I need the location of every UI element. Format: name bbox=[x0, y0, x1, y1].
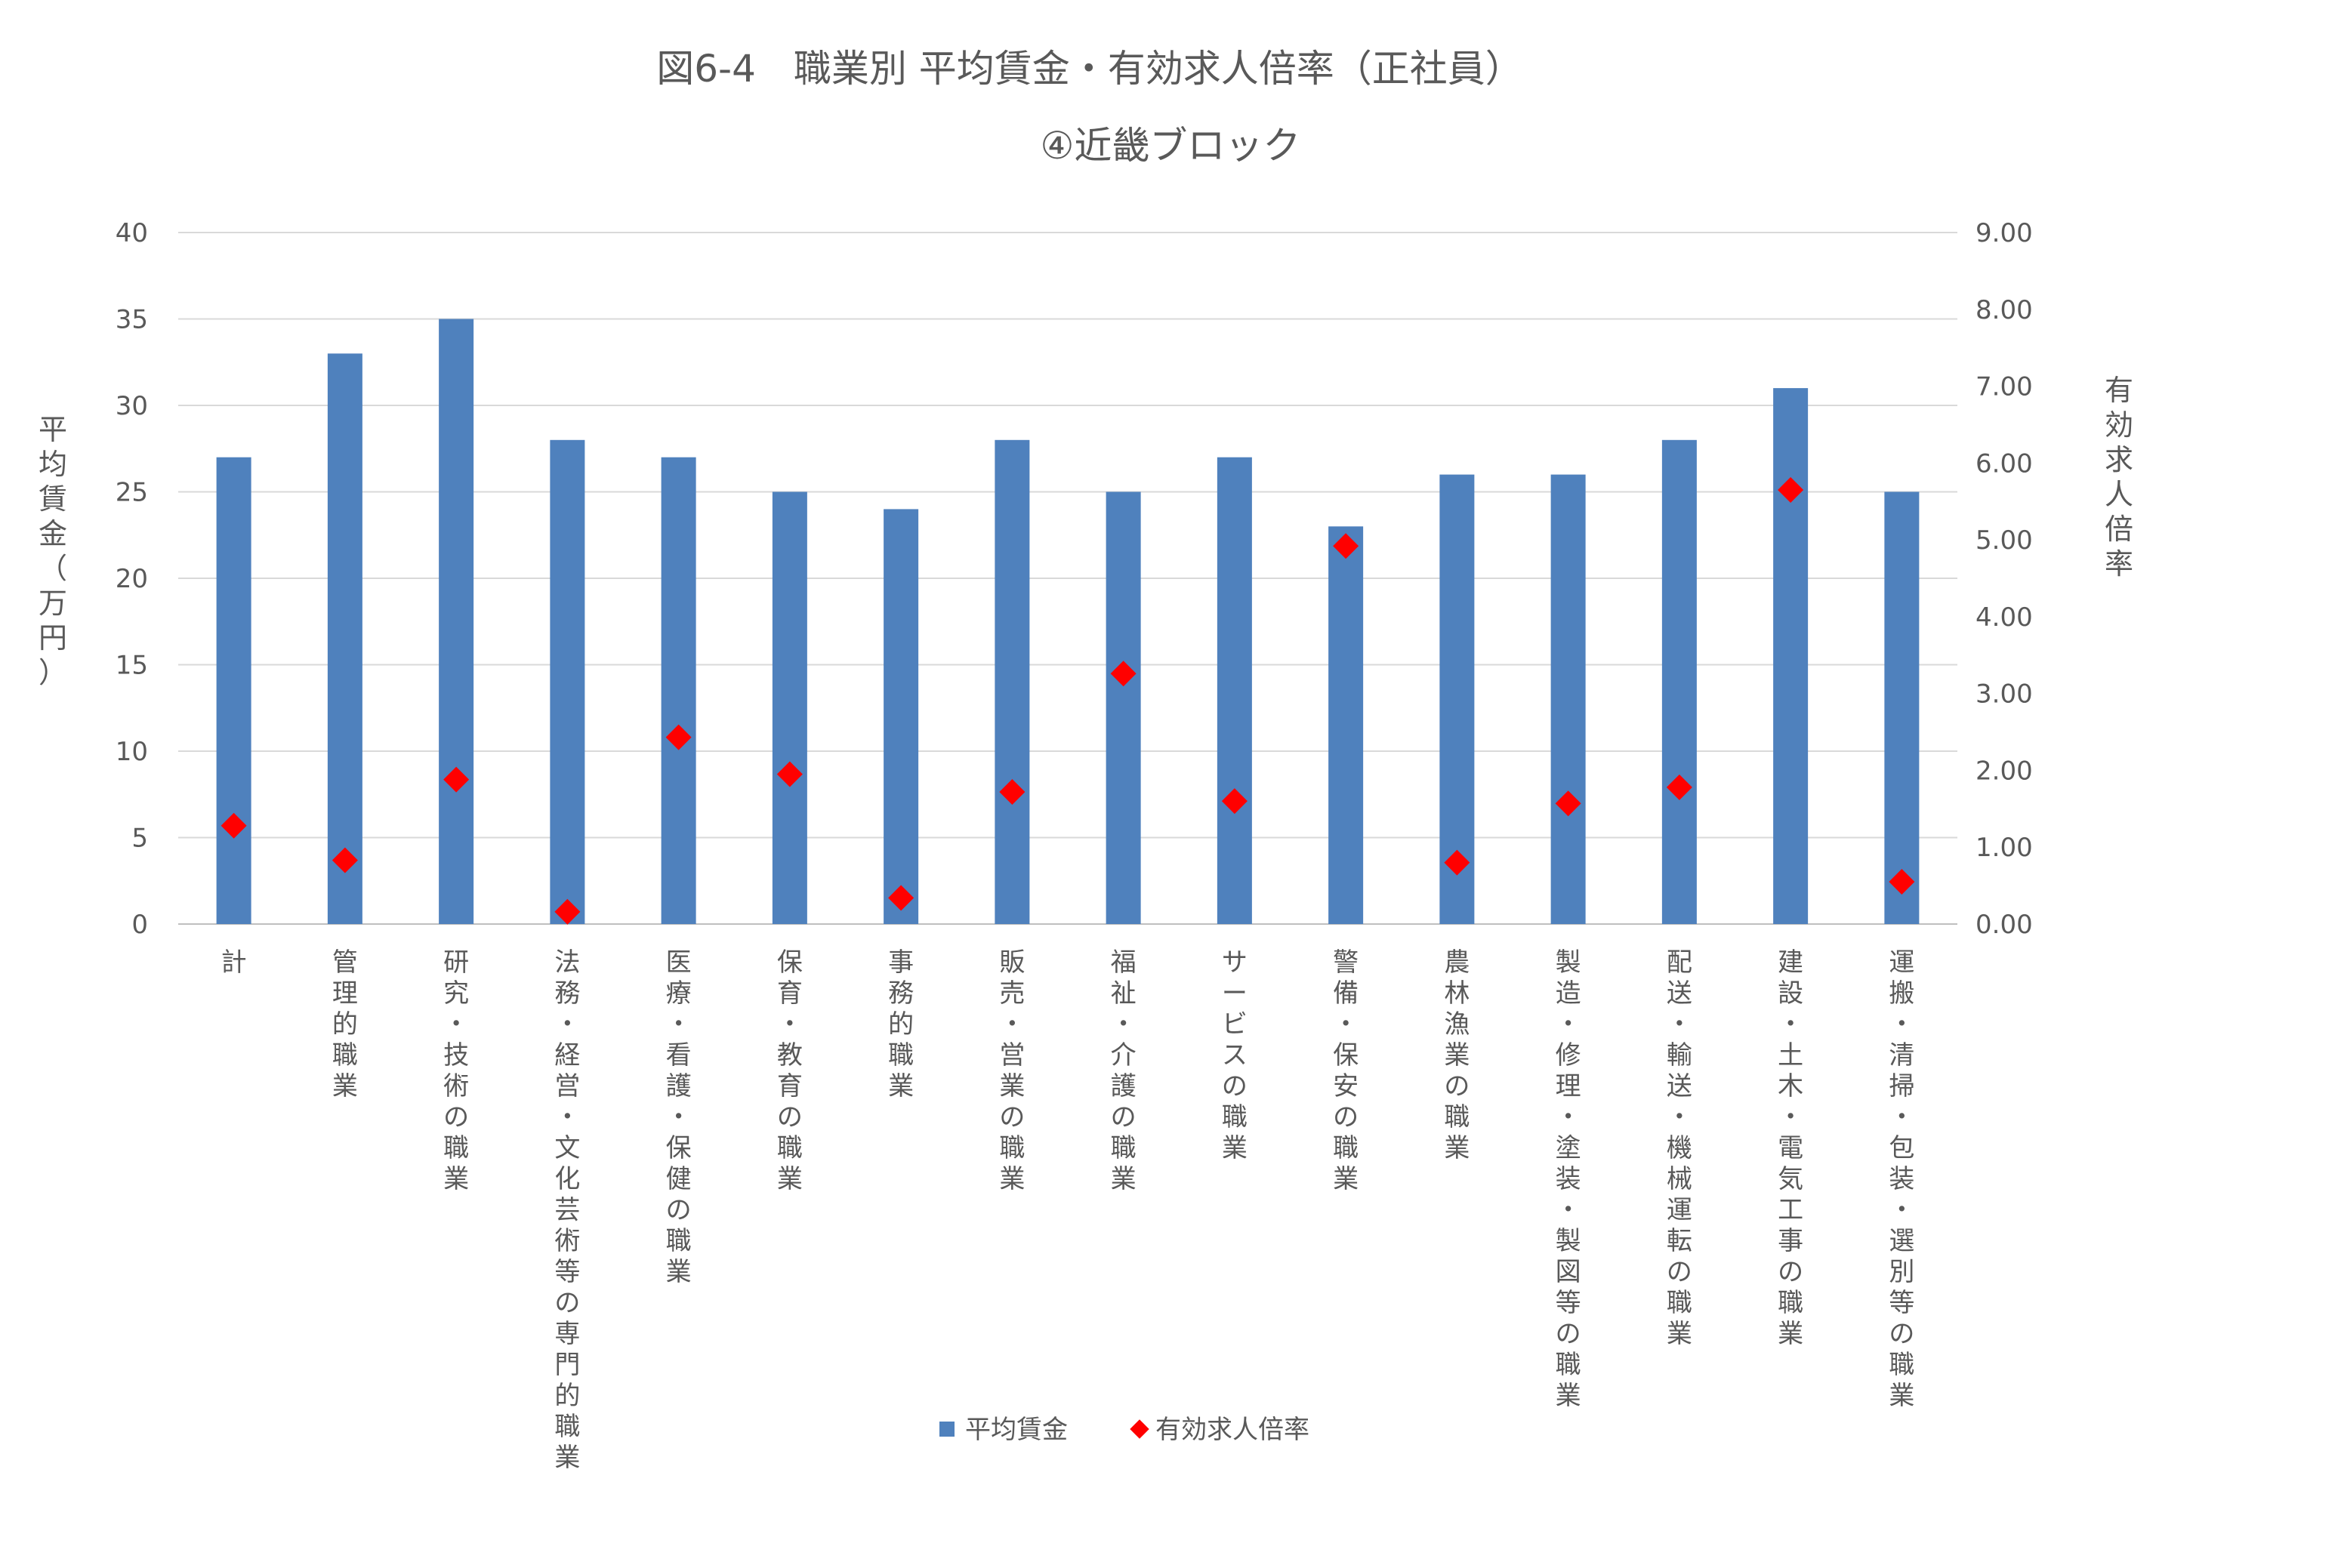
ratio-marker bbox=[1333, 533, 1359, 559]
y2-tick-label: 7.00 bbox=[1976, 372, 2033, 402]
chart-subtitle: ④近畿ブロック bbox=[1041, 124, 1301, 168]
category-labels: 計 管理的職業 研究・技術の職業 法務・経営・文化芸術等の専門的職業 医療・看護・保健の… bbox=[221, 947, 1915, 1473]
marker-series bbox=[221, 476, 1915, 925]
bar bbox=[1884, 491, 1920, 924]
x-tick-label: 配送・輸送・機械運転の職業 bbox=[1667, 947, 1692, 1349]
bar bbox=[550, 439, 585, 924]
chart-title: 図6-4 職業別 平均賃金・有効求人倍率（正社員） bbox=[656, 47, 1523, 91]
x-tick-label: 警備・保安の職業 bbox=[1333, 947, 1359, 1194]
x-tick-label: 福祉・介護の職業 bbox=[1111, 947, 1137, 1194]
y-axis-title: 平均賃金（万円） bbox=[39, 413, 67, 689]
x-tick-label: 事務的職業 bbox=[888, 947, 914, 1101]
bar bbox=[1328, 526, 1364, 924]
bar bbox=[439, 319, 474, 924]
x-tick-label: 保育・教育の職業 bbox=[777, 947, 803, 1194]
x-tick-label: 販売・営業の職業 bbox=[999, 947, 1025, 1194]
bar bbox=[1661, 439, 1697, 924]
ratio-marker bbox=[221, 812, 247, 839]
y2-tick-label: 6.00 bbox=[1976, 448, 2033, 479]
y2-tick-label: 8.00 bbox=[1976, 295, 2033, 325]
bar bbox=[327, 353, 362, 924]
ratio-marker bbox=[665, 724, 692, 750]
bar bbox=[1439, 474, 1475, 924]
left-axis-label: 平均賃金（万円） bbox=[39, 413, 67, 689]
legend-label-marker: 有効求人倍率 bbox=[1155, 1415, 1309, 1445]
legend-swatch-bar bbox=[939, 1422, 955, 1437]
y2-tick-label: 5.00 bbox=[1976, 525, 2033, 556]
ratio-marker bbox=[1221, 788, 1248, 815]
left-axis-ticks: 0 5 10 15 20 25 30 35 40 bbox=[116, 218, 148, 940]
ratio-marker bbox=[554, 898, 581, 925]
x-tick-label: 農林漁業の職業 bbox=[1444, 947, 1470, 1163]
x-tick-label: 研究・技術の職業 bbox=[443, 947, 469, 1194]
ratio-marker bbox=[1778, 476, 1804, 503]
ratio-marker bbox=[1666, 774, 1692, 800]
y-tick-label: 25 bbox=[116, 478, 148, 508]
y-tick-label: 0 bbox=[131, 910, 148, 940]
ratio-marker bbox=[332, 847, 358, 873]
bar-series bbox=[216, 319, 1920, 924]
y2-tick-label: 4.00 bbox=[1976, 602, 2033, 633]
bar bbox=[1773, 388, 1809, 924]
x-tick-label: 医療・看護・保健の職業 bbox=[666, 947, 692, 1287]
y-tick-label: 10 bbox=[116, 737, 148, 767]
y-tick-label: 35 bbox=[116, 305, 148, 335]
y2-tick-label: 0.00 bbox=[1976, 910, 2033, 940]
ratio-marker bbox=[1555, 790, 1581, 817]
y-tick-label: 15 bbox=[116, 651, 148, 681]
y2-tick-label: 9.00 bbox=[1976, 218, 2033, 248]
bar bbox=[1106, 491, 1141, 924]
y2-axis-title: 有効求人倍率 bbox=[2105, 374, 2133, 581]
y-tick-label: 20 bbox=[116, 564, 148, 594]
ratio-marker bbox=[999, 778, 1026, 805]
legend: 平均賃金 有効求人倍率 bbox=[939, 1415, 1309, 1445]
y-tick-label: 30 bbox=[116, 391, 148, 421]
gridlines bbox=[178, 232, 1957, 925]
legend-swatch-marker bbox=[1130, 1419, 1149, 1439]
y-tick-label: 5 bbox=[131, 824, 148, 854]
x-tick-label: 運搬・清掃・包装・選別等の職業 bbox=[1889, 947, 1914, 1411]
ratio-marker bbox=[1889, 869, 1915, 895]
ratio-marker bbox=[443, 766, 470, 793]
bar bbox=[772, 491, 807, 924]
ratio-marker bbox=[888, 885, 915, 911]
y2-tick-label: 1.00 bbox=[1976, 833, 2033, 863]
y-tick-label: 40 bbox=[116, 218, 148, 248]
x-tick-label: 管理的職業 bbox=[332, 947, 358, 1101]
bar bbox=[884, 509, 919, 924]
x-tick-label: 計 bbox=[221, 947, 247, 978]
x-tick-label: 建設・土木・電気工事の職業 bbox=[1778, 947, 1803, 1349]
x-tick-label: 法務・経営・文化芸術等の専門的職業 bbox=[554, 947, 580, 1473]
ratio-marker bbox=[1110, 661, 1137, 687]
ratio-marker bbox=[1444, 849, 1470, 876]
bar bbox=[216, 457, 251, 924]
right-axis-ticks: 0.00 1.00 2.00 3.00 4.00 5.00 6.00 7.00 8.00 9.00 bbox=[1976, 218, 2033, 940]
right-axis-label: 有効求人倍率 bbox=[2105, 374, 2133, 581]
y2-tick-label: 2.00 bbox=[1976, 756, 2033, 786]
bar bbox=[661, 457, 696, 924]
ratio-marker bbox=[776, 761, 803, 787]
bar bbox=[1217, 457, 1252, 924]
legend-label-bar: 平均賃金 bbox=[965, 1415, 1068, 1445]
bar bbox=[1550, 474, 1586, 924]
x-tick-label: 製造・修理・塗装・製図等の職業 bbox=[1556, 947, 1581, 1411]
bar bbox=[995, 439, 1030, 924]
y2-tick-label: 3.00 bbox=[1976, 679, 2033, 710]
x-tick-label: サービスの職業 bbox=[1222, 947, 1248, 1163]
